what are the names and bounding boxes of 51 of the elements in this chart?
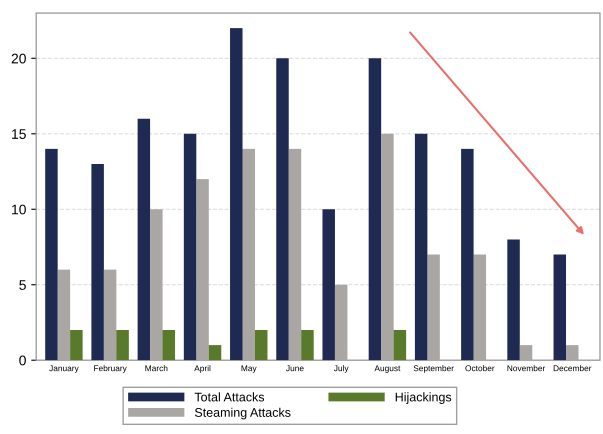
- x-tick-label: June: [286, 365, 304, 372]
- x-tick-label: May: [242, 365, 257, 373]
- bar: [322, 209, 335, 360]
- x-tick-label: March: [145, 365, 168, 372]
- legend-label: Hijackings: [396, 392, 452, 404]
- x-tick-label: December: [554, 365, 592, 372]
- bar: [368, 58, 382, 360]
- y-tick-label: 15: [12, 129, 26, 139]
- bar: [138, 118, 150, 360]
- bar: [554, 254, 566, 360]
- bar: [301, 330, 314, 360]
- bar: [394, 330, 406, 360]
- bar: [566, 345, 578, 360]
- x-tick-label: September: [414, 365, 454, 373]
- bar: [91, 164, 104, 360]
- bar: [381, 134, 394, 360]
- bar: [196, 179, 209, 360]
- y-tick-label: 20: [12, 54, 26, 64]
- bar: [276, 58, 289, 360]
- x-tick-label: April: [194, 365, 210, 373]
- y-tick-label: 5: [19, 280, 26, 290]
- bar: [230, 28, 243, 360]
- bar: [507, 239, 520, 360]
- bar: [162, 330, 176, 360]
- bar: [474, 254, 486, 360]
- x-tick-label: July: [334, 365, 349, 373]
- x-tick-label: January: [49, 365, 79, 373]
- legend-label: Total Attacks: [194, 392, 264, 402]
- bar: [414, 134, 428, 360]
- bar: [104, 270, 116, 360]
- bar: [208, 345, 222, 360]
- bar: [288, 148, 302, 360]
- bar: [184, 134, 196, 360]
- x-tick-label: November: [508, 365, 546, 372]
- bar: [255, 330, 268, 360]
- x-tick-label: August: [374, 365, 400, 373]
- y-tick-label: 10: [12, 204, 26, 214]
- x-tick-label: October: [465, 365, 495, 372]
- x-tick-label: February: [94, 365, 127, 373]
- bar: [58, 270, 70, 360]
- legend-label: Steaming Attacks: [194, 408, 290, 420]
- bar: [461, 148, 474, 360]
- bar: [520, 345, 532, 360]
- bar: [334, 284, 348, 360]
- bar: [116, 330, 129, 360]
- bar: [150, 209, 163, 360]
- bar: [427, 254, 440, 360]
- bar: [70, 330, 83, 360]
- y-tick-label: 0: [19, 356, 26, 366]
- bar: [45, 148, 58, 360]
- bar: [242, 148, 255, 360]
